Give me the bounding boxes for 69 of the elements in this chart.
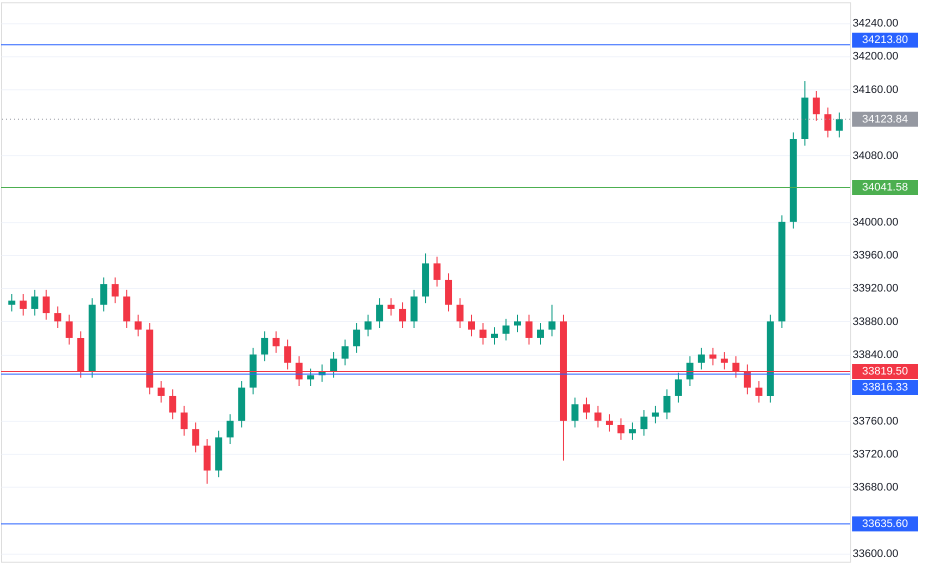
candlestick — [571, 397, 578, 428]
candlestick — [20, 294, 27, 316]
candlestick — [261, 330, 268, 362]
ref-line-label: 34041.58 — [862, 181, 908, 194]
candlestick — [192, 422, 200, 453]
candlestick — [594, 405, 602, 428]
candlestick — [525, 314, 532, 346]
candlestick — [617, 418, 624, 440]
ref-line-label: 33816.33 — [862, 381, 908, 394]
candlestick — [180, 405, 188, 436]
candlestick — [364, 314, 372, 337]
candlestick — [158, 380, 165, 404]
candlestick — [548, 304, 556, 337]
y-tick-label: 33720.00 — [852, 448, 898, 460]
candlestick — [330, 352, 338, 378]
candlestick — [54, 306, 62, 328]
candlestick — [628, 422, 636, 440]
candlestick — [709, 347, 716, 366]
candlestick — [272, 330, 280, 354]
candlestick — [226, 414, 234, 445]
candlestick — [169, 388, 176, 420]
candlestick — [502, 318, 510, 341]
ref-line-label: 33635.60 — [862, 518, 908, 530]
candlestick — [66, 314, 73, 346]
candlestick — [468, 314, 476, 337]
ref-line-label: 34213.80 — [862, 34, 908, 46]
candlestick — [824, 107, 832, 138]
candlestick — [134, 314, 142, 337]
candlestick — [812, 90, 820, 122]
ref-line-label: 34123.84 — [862, 113, 908, 126]
y-tick-label: 33920.00 — [852, 282, 898, 295]
y-tick-label: 33680.00 — [852, 482, 898, 494]
candlestick — [536, 322, 544, 346]
y-tick-label: 34240.00 — [852, 18, 898, 30]
y-tick-label: 34000.00 — [852, 216, 898, 228]
candlestick — [434, 256, 441, 288]
candlestick — [376, 298, 384, 328]
candlestick — [755, 380, 762, 404]
candlestick — [514, 314, 521, 333]
candlestick — [342, 339, 349, 366]
y-tick-label: 33840.00 — [852, 349, 898, 362]
ref-line-label: 33819.50 — [862, 366, 908, 378]
candlestick — [307, 368, 314, 387]
candlestick — [674, 372, 682, 404]
candlestick — [100, 276, 108, 312]
candlestick — [698, 347, 705, 370]
candlestick — [31, 289, 38, 316]
candlestick — [42, 289, 50, 320]
candlestick — [388, 298, 395, 316]
candlestick — [836, 112, 843, 138]
candlestick — [652, 405, 659, 424]
candlestick — [399, 302, 406, 328]
y-tick-label: 34080.00 — [852, 150, 898, 162]
candlestick — [353, 322, 360, 354]
y-tick-label: 33600.00 — [852, 548, 898, 560]
candlestick — [663, 388, 670, 420]
candlestick — [640, 410, 648, 436]
y-tick-label: 33880.00 — [852, 316, 898, 328]
y-tick-label: 33760.00 — [852, 415, 898, 428]
candlestick — [606, 414, 613, 432]
candlestick — [480, 322, 487, 346]
y-tick-label: 33960.00 — [852, 250, 898, 262]
y-tick-label: 34160.00 — [852, 84, 898, 96]
y-tick-label: 34200.00 — [852, 50, 898, 63]
candlestick — [8, 294, 16, 312]
candlestick — [456, 298, 464, 328]
candlestick — [112, 276, 119, 304]
candlestick — [491, 326, 498, 346]
candlestick — [582, 397, 590, 420]
